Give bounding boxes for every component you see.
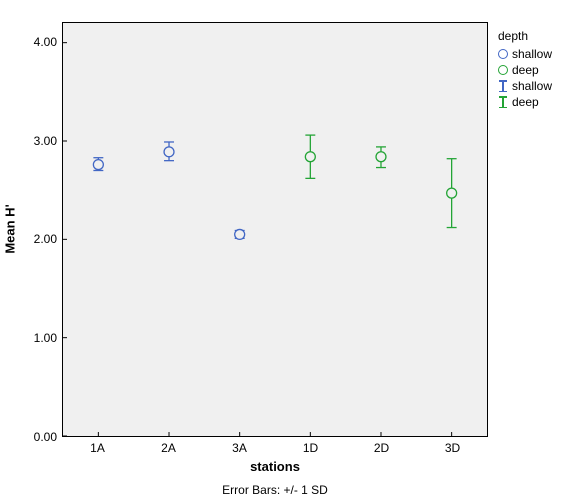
legend: depth shallowdeepshallowdeep xyxy=(498,28,552,110)
legend-label: shallow xyxy=(512,46,552,62)
data-point xyxy=(235,229,245,239)
data-point xyxy=(164,147,174,157)
legend-label: shallow xyxy=(512,78,552,94)
y-tick-label: 3.00 xyxy=(7,134,57,148)
x-tick-label: 2A xyxy=(161,441,176,455)
data-point xyxy=(305,152,315,162)
x-tick-label: 1A xyxy=(90,441,105,455)
data-point xyxy=(447,188,457,198)
x-tick-label: 3A xyxy=(232,441,247,455)
legend-errorbar-icon xyxy=(498,96,508,108)
data-point xyxy=(93,160,103,170)
legend-circle-icon xyxy=(498,65,508,75)
error-bar-caption: Error Bars: +/- 1 SD xyxy=(222,483,328,497)
x-tick-label: 1D xyxy=(303,441,318,455)
legend-label: deep xyxy=(512,62,539,78)
legend-label: deep xyxy=(512,94,539,110)
x-tick-label: 3D xyxy=(445,441,460,455)
legend-item: deep xyxy=(498,94,552,110)
chart-container: Mean H' stations Error Bars: +/- 1 SD de… xyxy=(0,0,587,501)
legend-title: depth xyxy=(498,28,552,44)
y-tick-label: 0.00 xyxy=(7,430,57,444)
plot-area xyxy=(62,22,488,437)
legend-circle-icon xyxy=(498,49,508,59)
legend-errorbar-icon xyxy=(498,80,508,92)
y-tick-label: 1.00 xyxy=(7,331,57,345)
data-point xyxy=(376,152,386,162)
y-tick-label: 4.00 xyxy=(7,35,57,49)
legend-item: deep xyxy=(498,62,552,78)
x-axis-title: stations xyxy=(250,459,300,474)
x-tick-label: 2D xyxy=(374,441,389,455)
plot-canvas xyxy=(63,23,487,436)
legend-item: shallow xyxy=(498,78,552,94)
y-tick-label: 2.00 xyxy=(7,232,57,246)
legend-item: shallow xyxy=(498,46,552,62)
